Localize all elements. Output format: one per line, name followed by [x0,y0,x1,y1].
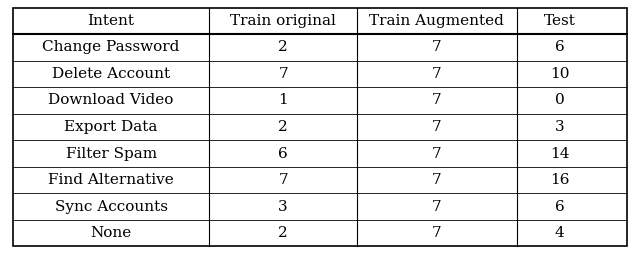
Text: Change Password: Change Password [42,40,180,54]
Text: Sync Accounts: Sync Accounts [54,200,168,214]
Text: 6: 6 [555,40,564,54]
Text: 7: 7 [432,67,442,81]
Text: 16: 16 [550,173,570,187]
Text: 2: 2 [278,226,288,240]
Text: 2: 2 [278,40,288,54]
Text: Delete Account: Delete Account [52,67,170,81]
Text: 7: 7 [432,93,442,107]
Text: 1: 1 [278,93,288,107]
Text: 6: 6 [555,200,564,214]
Text: 7: 7 [432,120,442,134]
Text: Download Video: Download Video [49,93,174,107]
Text: 2: 2 [278,120,288,134]
Text: Filter Spam: Filter Spam [65,147,157,161]
Text: 7: 7 [432,147,442,161]
Text: 3: 3 [278,200,288,214]
Text: Intent: Intent [88,14,134,28]
Text: 3: 3 [555,120,564,134]
Text: 10: 10 [550,67,570,81]
Text: 7: 7 [432,226,442,240]
Text: 7: 7 [432,40,442,54]
Text: Find Alternative: Find Alternative [48,173,174,187]
Text: 7: 7 [278,67,288,81]
Text: Train Augmented: Train Augmented [369,14,504,28]
Text: Export Data: Export Data [65,120,158,134]
Text: None: None [90,226,132,240]
Text: 0: 0 [555,93,564,107]
Text: Test: Test [543,14,575,28]
Text: 14: 14 [550,147,570,161]
Text: 7: 7 [278,173,288,187]
Text: 6: 6 [278,147,288,161]
Text: Train original: Train original [230,14,336,28]
Text: 7: 7 [432,200,442,214]
Text: 4: 4 [555,226,564,240]
Text: 7: 7 [432,173,442,187]
